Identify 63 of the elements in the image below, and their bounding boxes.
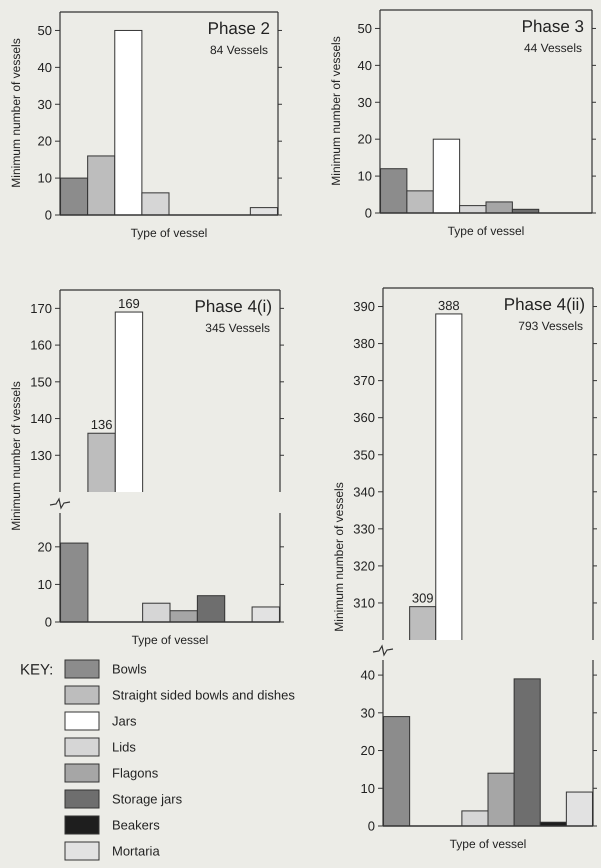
legend-label: Flagons: [112, 766, 159, 781]
x-axis-title: Type of vessel: [450, 837, 526, 851]
chart-title: Phase 3: [522, 17, 584, 36]
y-tick-label: 0: [44, 208, 52, 223]
y-tick-label: 0: [368, 818, 375, 834]
chart-title: Phase 4(ii): [504, 295, 585, 314]
y-tick-label: 20: [38, 539, 52, 554]
y-axis-title: Minimum number of vessels: [9, 381, 23, 531]
y-axis-title: Minimum number of vessels: [332, 482, 346, 632]
y-tick-label: 0: [44, 614, 52, 630]
text: 44 Vessels: [524, 41, 582, 55]
x-axis-title: Type of vessel: [448, 224, 524, 238]
legend-label: Bowls: [112, 662, 148, 677]
y-tick-label: 160: [30, 338, 52, 353]
y-tick-label: 30: [360, 705, 375, 720]
legend-label: Straight sided bowls and dishes: [112, 688, 296, 703]
y-tick-label: 40: [360, 668, 375, 683]
y-tick-label: 50: [38, 23, 52, 38]
y-tick-label: 380: [353, 336, 375, 352]
y-tick-label: 10: [358, 168, 372, 184]
y-tick-label: 20: [360, 743, 375, 758]
y-tick-label: 170: [30, 300, 52, 316]
y-tick-label: 30: [38, 96, 52, 112]
y-tick-label: 20: [38, 134, 52, 149]
y-tick-label: 370: [353, 373, 375, 388]
y-tick-label: 340: [353, 484, 375, 500]
chart-title: Phase 4(i): [194, 297, 272, 316]
y-tick-label: 20: [358, 132, 372, 147]
y-tick-label: 10: [38, 576, 52, 592]
y-axis-title: Minimum number of vessels: [9, 38, 23, 188]
y-tick-label: 310: [353, 595, 375, 610]
text: 345 Vessels: [205, 321, 270, 335]
data-label: 136: [90, 417, 112, 432]
legend-label: Beakers: [112, 818, 160, 833]
y-tick-label: 130: [30, 448, 52, 463]
legend-label: Jars: [112, 714, 138, 729]
y-tick-label: 140: [30, 411, 52, 426]
y-tick-label: 360: [353, 410, 375, 426]
text: 84 Vessels: [210, 43, 268, 57]
legend-label: Lids: [112, 740, 136, 755]
y-tick-label: 390: [353, 299, 375, 314]
y-tick-label: 50: [358, 21, 372, 36]
legend-label: Storage jars: [112, 792, 183, 807]
y-tick-label: 330: [353, 521, 375, 536]
x-axis-title: Type of vessel: [132, 633, 208, 647]
y-tick-label: 350: [353, 447, 375, 462]
y-tick-label: 30: [358, 94, 372, 110]
x-axis-title: Type of vessel: [130, 226, 208, 240]
y-tick-label: 150: [30, 374, 52, 390]
y-tick-label: 40: [38, 60, 52, 75]
y-tick-label: 40: [358, 58, 372, 73]
y-tick-label: 10: [38, 170, 52, 186]
y-tick-label: 320: [353, 558, 375, 574]
data-label: 388: [438, 298, 460, 313]
legend-label: Mortaria: [112, 844, 160, 859]
chart-title: Phase 2: [208, 19, 270, 38]
data-label: 309: [412, 590, 434, 606]
data-label: 169: [118, 296, 140, 312]
y-tick-label: 0: [364, 206, 372, 221]
y-axis-title: Minimum number of vessels: [329, 36, 343, 186]
text: 793 Vessels: [518, 319, 583, 333]
legend-title: KEY:: [20, 661, 54, 678]
y-tick-label: 10: [360, 780, 375, 796]
